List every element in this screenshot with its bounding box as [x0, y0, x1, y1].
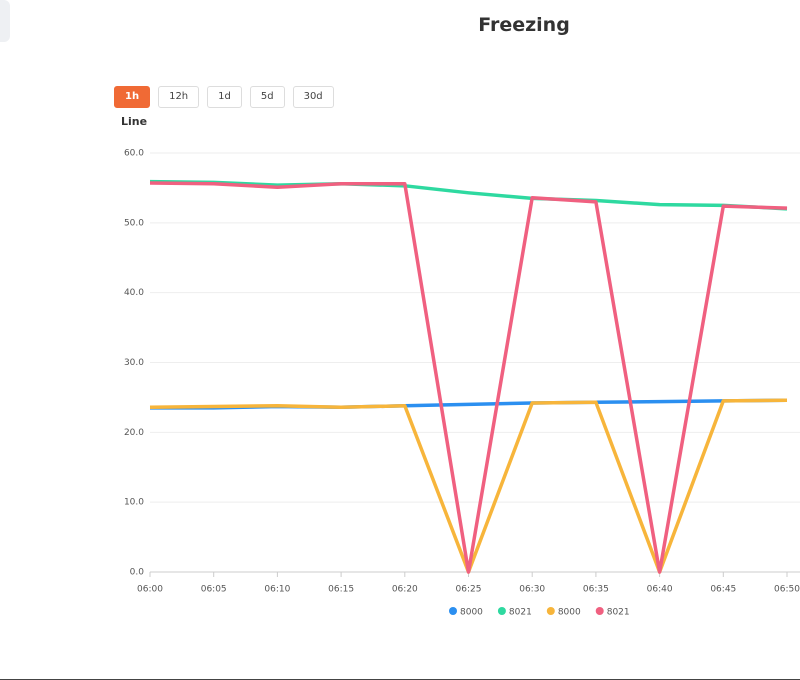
x-tick-label: 06:30	[519, 585, 545, 595]
legend-marker	[595, 607, 604, 615]
y-tick-label: 20.0	[124, 428, 144, 438]
side-panel-edge	[0, 0, 10, 42]
x-tick-label: 06:00	[137, 585, 163, 595]
x-tick-label: 06:40	[647, 585, 673, 595]
x-tick-label: 06:05	[201, 585, 227, 595]
range-button[interactable]: 1d	[207, 86, 242, 108]
series-line	[149, 179, 788, 211]
y-tick-label: 10.0	[124, 498, 144, 508]
x-tick-label: 06:45	[710, 585, 736, 595]
x-tick-label: 06:15	[328, 585, 354, 595]
y-tick-label: 60.0	[124, 149, 144, 159]
y-tick-label: 50.0	[124, 218, 144, 228]
x-tick-label: 06:20	[392, 585, 418, 595]
legend-label: 8021	[509, 608, 532, 618]
x-tick-label: 06:35	[583, 585, 609, 595]
range-button[interactable]: 5d	[249, 86, 285, 108]
page-title: Freezing	[478, 14, 570, 36]
chart-title: Line	[121, 115, 147, 128]
range-button[interactable]: 1h	[114, 86, 151, 108]
x-tick-label: 06:50	[774, 585, 800, 595]
range-button[interactable]: 30d	[292, 86, 334, 108]
y-tick-label: 0.0	[130, 568, 145, 578]
legend-marker	[449, 607, 457, 615]
range-button[interactable]: 12h	[158, 86, 200, 108]
x-tick-label: 06:10	[264, 585, 290, 595]
legend-label: 8021	[607, 608, 630, 618]
series-line	[149, 181, 788, 574]
legend-marker	[497, 607, 506, 615]
legend-label: 8000	[558, 608, 581, 618]
legend-marker	[546, 607, 555, 615]
x-tick-label: 06:25	[456, 585, 482, 595]
y-tick-label: 40.0	[124, 288, 144, 298]
legend-label: 8000	[460, 608, 483, 618]
range-buttons: 1h 12h 1d 5d 30d	[114, 86, 334, 108]
series-line	[149, 398, 788, 574]
y-tick-label: 30.0	[124, 358, 144, 368]
